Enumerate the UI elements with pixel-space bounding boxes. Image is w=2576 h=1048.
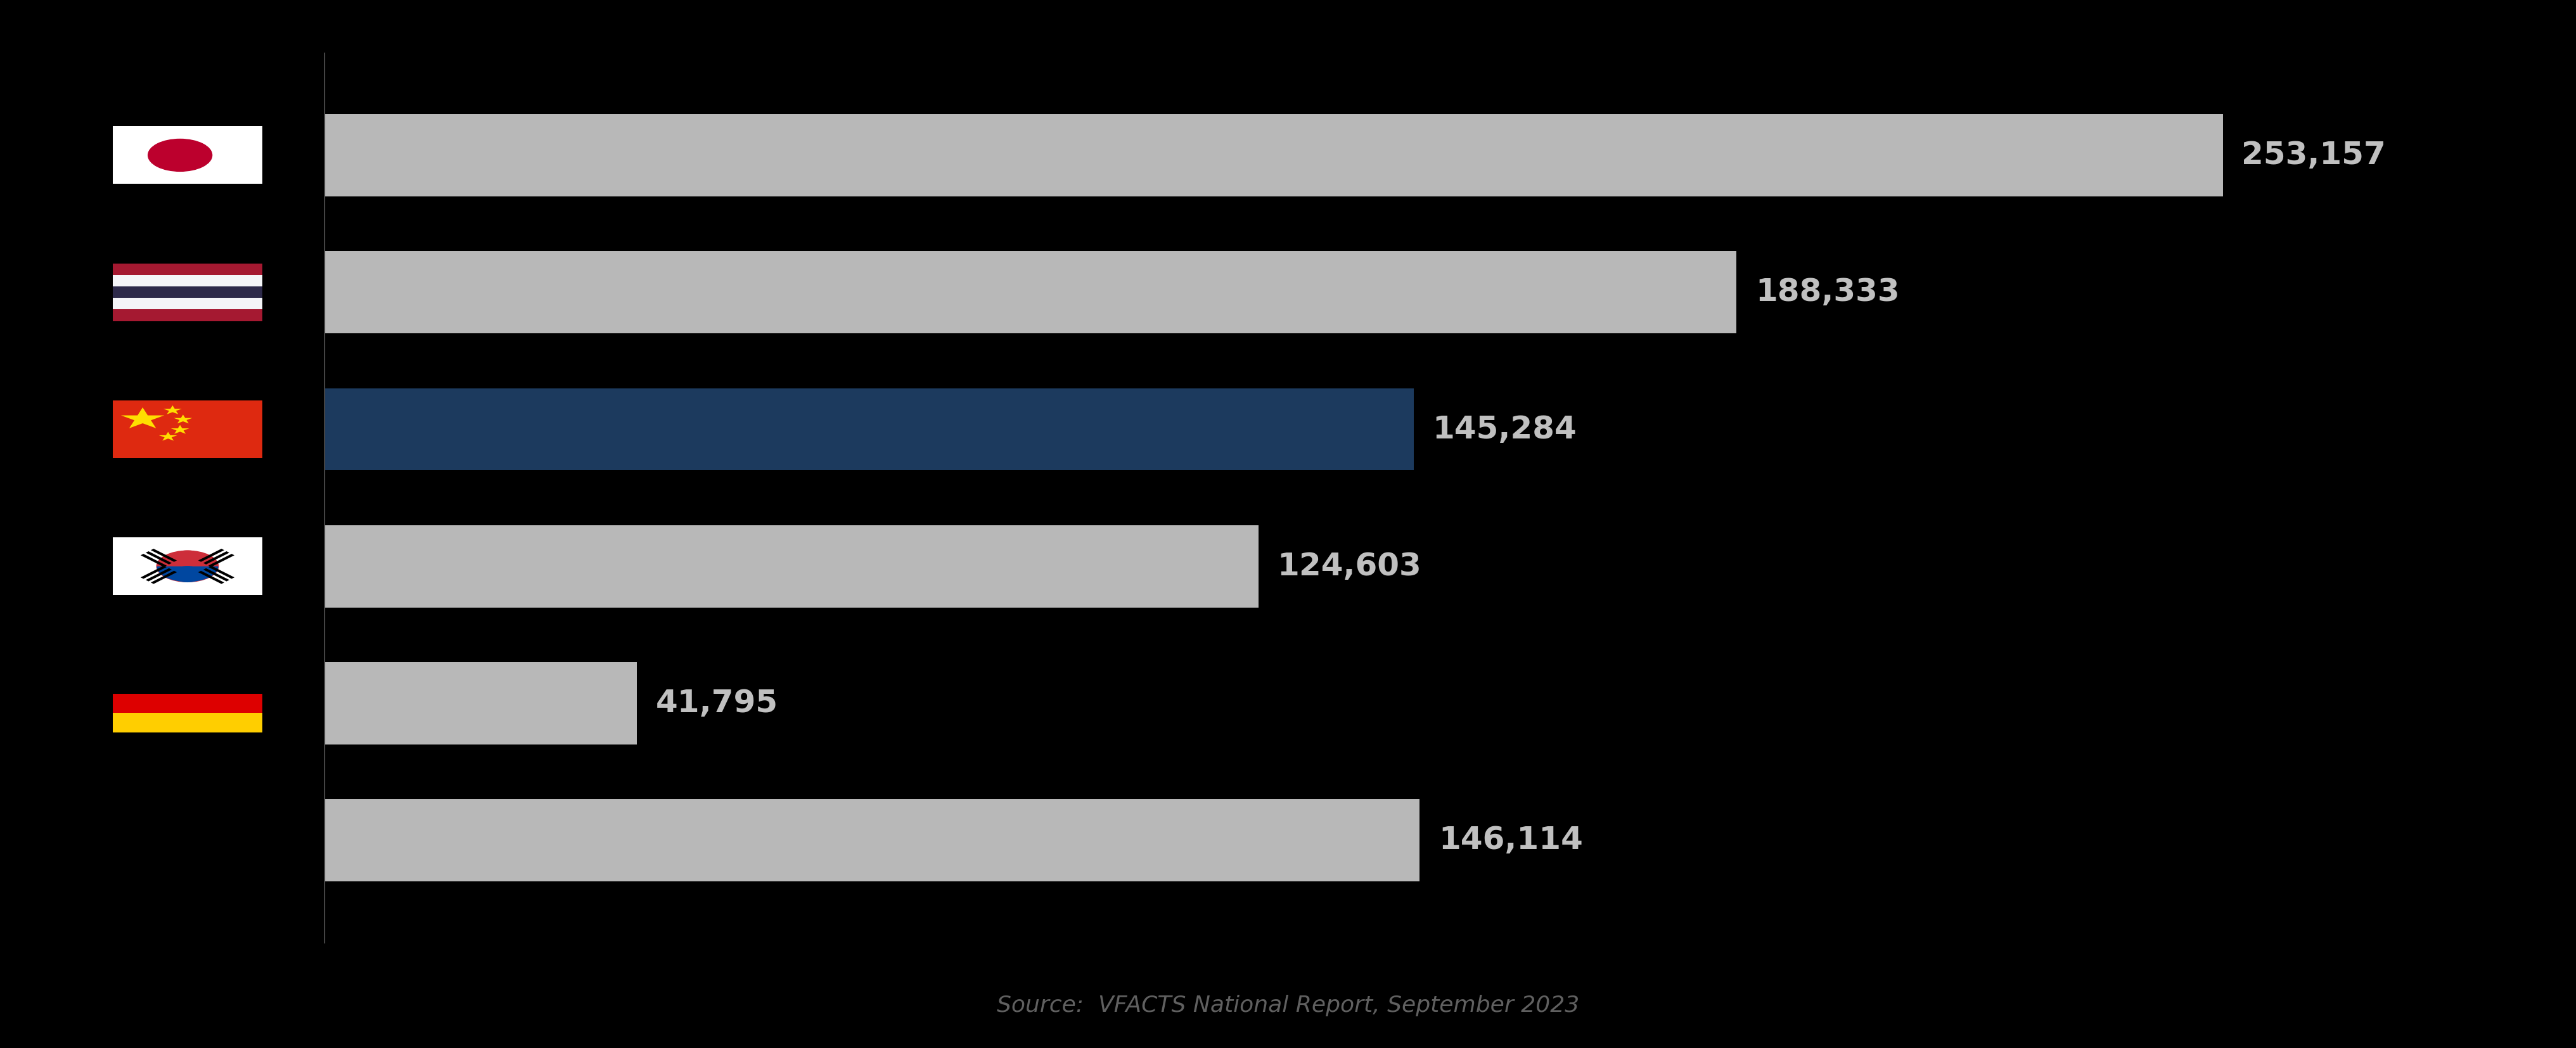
Bar	[325, 388, 1414, 471]
Circle shape	[173, 566, 204, 582]
Polygon shape	[204, 551, 229, 565]
FancyBboxPatch shape	[113, 400, 263, 458]
Text: 253,157: 253,157	[2241, 140, 2385, 171]
Polygon shape	[160, 432, 178, 441]
FancyBboxPatch shape	[113, 286, 263, 298]
Bar	[325, 114, 2223, 196]
Text: 188,333: 188,333	[1754, 277, 1899, 307]
Bar	[325, 525, 1257, 608]
Polygon shape	[209, 566, 234, 578]
FancyBboxPatch shape	[113, 713, 263, 733]
Text: 124,603: 124,603	[1278, 551, 1422, 582]
Wedge shape	[157, 566, 219, 582]
Circle shape	[157, 551, 219, 582]
Polygon shape	[147, 551, 173, 565]
Polygon shape	[209, 553, 234, 567]
Text: Source:  VFACTS National Report, September 2023: Source: VFACTS National Report, Septembe…	[997, 995, 1579, 1017]
Text: 146,114: 146,114	[1437, 825, 1582, 855]
FancyBboxPatch shape	[113, 694, 263, 713]
FancyBboxPatch shape	[113, 538, 263, 595]
Text: 41,795: 41,795	[657, 689, 778, 719]
Text: 145,284: 145,284	[1432, 414, 1577, 444]
Polygon shape	[198, 571, 224, 584]
Polygon shape	[152, 549, 178, 562]
FancyBboxPatch shape	[113, 127, 263, 184]
Bar	[325, 800, 1419, 881]
Bar	[325, 252, 1736, 333]
Polygon shape	[152, 571, 178, 584]
Polygon shape	[121, 408, 165, 429]
Polygon shape	[173, 415, 193, 423]
Circle shape	[147, 139, 211, 171]
Polygon shape	[198, 549, 224, 562]
Polygon shape	[142, 566, 167, 578]
Polygon shape	[162, 406, 183, 414]
FancyBboxPatch shape	[113, 275, 263, 286]
Polygon shape	[170, 424, 188, 434]
Bar	[325, 662, 636, 744]
Circle shape	[173, 551, 204, 566]
Polygon shape	[204, 568, 229, 582]
Polygon shape	[142, 553, 167, 567]
FancyBboxPatch shape	[113, 309, 263, 321]
Polygon shape	[147, 568, 173, 582]
FancyBboxPatch shape	[113, 298, 263, 309]
FancyBboxPatch shape	[113, 675, 263, 694]
FancyBboxPatch shape	[113, 263, 263, 275]
